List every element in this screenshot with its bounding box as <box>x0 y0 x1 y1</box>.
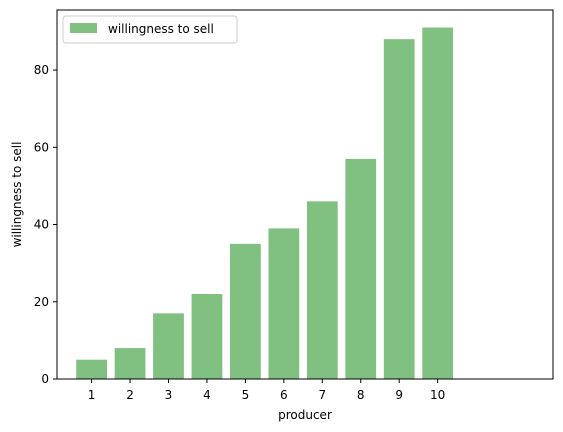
bar-1 <box>76 359 107 379</box>
x-tick-label: 1 <box>88 388 96 402</box>
bar-5 <box>230 243 261 379</box>
bar-8 <box>345 158 377 379</box>
x-tick-label: 10 <box>430 388 445 402</box>
x-tick-label: 5 <box>242 388 250 402</box>
legend-label: willingness to sell <box>108 22 214 36</box>
y-tick-label: 0 <box>41 372 49 386</box>
bar-3 <box>153 313 184 379</box>
bar-7 <box>306 201 338 379</box>
x-tick-label: 7 <box>318 388 326 402</box>
x-tick-label: 9 <box>395 388 403 402</box>
bar-6 <box>268 228 300 379</box>
bars <box>76 27 454 380</box>
y-axis-label: willingness to sell <box>10 142 24 248</box>
y-ticks: 0 20 40 60 80 <box>34 63 57 386</box>
legend-swatch <box>70 23 97 33</box>
x-tick-label: 6 <box>280 388 288 402</box>
bar-4 <box>191 294 223 379</box>
y-tick-label: 80 <box>34 63 49 77</box>
x-ticks: 1 2 3 4 5 6 7 8 9 10 <box>88 379 445 402</box>
x-axis-label: producer <box>278 408 332 422</box>
y-tick-label: 40 <box>34 218 49 232</box>
x-tick-label: 2 <box>126 388 134 402</box>
legend: willingness to sell <box>62 15 238 44</box>
x-tick-label: 4 <box>203 388 211 402</box>
plot-frame <box>56 9 554 380</box>
plot-area <box>57 10 553 379</box>
legend-box <box>62 15 238 44</box>
x-tick-label: 3 <box>165 388 173 402</box>
bar-9 <box>383 39 415 380</box>
bar-10 <box>422 27 454 379</box>
y-tick-label: 20 <box>34 295 49 309</box>
bar-2 <box>114 348 146 379</box>
x-tick-label: 8 <box>357 388 365 402</box>
y-tick-label: 60 <box>34 140 49 154</box>
